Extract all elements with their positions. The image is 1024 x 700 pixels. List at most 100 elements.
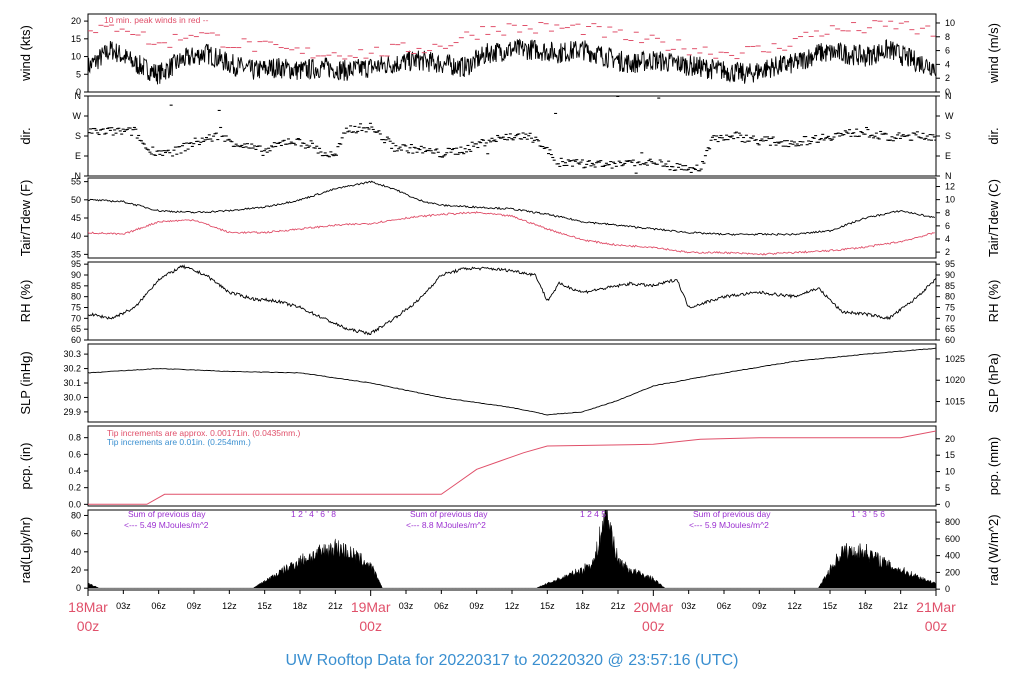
time-axis: 03z 06z 09z 12z 15z 18z 21z 03z 06z 09z 12z 15z 18z 2… [68, 590, 956, 634]
y-tick-label-left: 20 [71, 16, 81, 26]
panel-frame [87, 261, 937, 341]
rad-day-digits: 1 ' 3 ' 5 6 [851, 509, 885, 519]
rad-sum-line2: <--- 5.9 MJoules/m^2 [689, 520, 769, 530]
y-axis-label-right: dir. [986, 127, 1001, 144]
y-axis-label-right: Tair/Tdew (C) [986, 179, 1001, 257]
y-tick-label-left: 0.2 [68, 483, 81, 493]
pcp-tip-note-2: Tip increments are 0.01in. (0.254mm.) [107, 437, 251, 447]
x-tick-label: 15z [823, 601, 838, 611]
y-tick-label-right: W [945, 111, 954, 121]
y-tick-label-left: 0.6 [68, 449, 81, 459]
x-date-label-hour: 00z [359, 618, 382, 634]
y-tick-label-right: 10 [945, 195, 955, 205]
x-tick-label: 12z [787, 601, 802, 611]
plot-area-wind [88, 20, 936, 85]
y-tick-label-left: 0 [76, 87, 81, 97]
x-tick-label: 03z [116, 601, 131, 611]
x-tick-label: 06z [717, 601, 732, 611]
y-tick-label-right: 4 [945, 59, 950, 69]
panel-temp: 35 40 45 50 55 2 4 6 8 10 12 Tair/Tdew (F) Tair/Tdew… [18, 177, 1001, 260]
rad-day-digits: 1 2 4 5 [580, 509, 606, 519]
x-tick-label: 15z [540, 601, 555, 611]
panel-frame [87, 95, 937, 177]
y-axis-label-right: wind (m/s) [986, 23, 1001, 84]
y-tick-label-left: 30.1 [63, 378, 81, 388]
y-tick-label-left: 65 [71, 324, 81, 334]
x-date-label-day: 21Mar [916, 599, 956, 615]
y-tick-label-left: 5 [76, 69, 81, 79]
y-tick-label-right: 85 [945, 281, 955, 291]
chart-footer-title: UW Rooftop Data for 20220317 to 20220320… [286, 652, 739, 669]
panel-frame [87, 425, 937, 507]
y-tick-label-left: E [75, 151, 81, 161]
y-tick-label-left: N [75, 171, 82, 181]
x-tick-label: 18z [858, 601, 873, 611]
y-tick-label-right: 70 [945, 313, 955, 323]
y-tick-label-right: 75 [945, 303, 955, 313]
y-tick-label-right: 65 [945, 324, 955, 334]
y-tick-label-right: 95 [945, 259, 955, 269]
y-tick-label-left: 70 [71, 313, 81, 323]
y-tick-label-right: 400 [945, 551, 960, 561]
y-tick-label-right: 2 [945, 247, 950, 257]
y-tick-label-right: 1025 [945, 354, 965, 364]
y-tick-label-right: N [945, 171, 952, 181]
y-tick-label-left: 15 [71, 34, 81, 44]
rad-sum-line1: Sum of previous day [410, 509, 488, 519]
x-tick-label: 03z [399, 601, 414, 611]
y-tick-label-left: 0 [76, 583, 81, 593]
x-tick-label: 21z [611, 601, 626, 611]
x-tick-label: 18z [293, 601, 308, 611]
y-tick-label-left: 40 [71, 231, 81, 241]
y-tick-label-left: 85 [71, 281, 81, 291]
pcp-line [88, 430, 936, 505]
pcp-tip-note-1: Tip increments are approx. 0.00171in. (0… [107, 428, 301, 438]
y-tick-label-right: E [945, 151, 951, 161]
x-date-label-day: 20Mar [633, 599, 673, 615]
y-tick-label-left: 30.2 [63, 364, 81, 374]
y-tick-label-right: 8 [945, 32, 950, 42]
y-axis-label-left: rad(Lgly/hr) [18, 517, 33, 583]
y-axis-label-left: RH (%) [18, 280, 33, 323]
y-tick-label-left: 0.0 [68, 499, 81, 509]
panel-frame [87, 509, 937, 591]
y-tick-label-left: 35 [71, 249, 81, 259]
y-tick-label-right: 800 [945, 517, 960, 527]
y-tick-label-left: 95 [71, 259, 81, 269]
x-tick-label: 03z [681, 601, 696, 611]
x-tick-label: 15z [257, 601, 272, 611]
y-tick-label-left: S [75, 131, 81, 141]
y-tick-label-right: 6 [945, 221, 950, 231]
wind-speed-line [88, 38, 936, 85]
plot-area-pcp [88, 430, 936, 505]
x-tick-label: 09z [187, 601, 202, 611]
x-date-label-hour: 00z [642, 618, 665, 634]
y-tick-label-right: 200 [945, 567, 960, 577]
y-axis-label-left: dir. [18, 127, 33, 144]
y-tick-label-right: 10 [945, 467, 955, 477]
y-tick-label-right: 0 [945, 499, 950, 509]
rad-sum-line1: Sum of previous day [128, 509, 206, 519]
y-tick-label-left: 30.3 [63, 349, 81, 359]
y-tick-label-left: 0.4 [68, 466, 81, 476]
y-tick-label-right: 10 [945, 18, 955, 28]
y-tick-label-left: 60 [71, 335, 81, 345]
slp-line [88, 347, 936, 416]
y-tick-label-right: 2 [945, 73, 950, 83]
plot-area-dir [88, 96, 936, 174]
y-axis-label-left: wind (kts) [18, 25, 33, 82]
y-tick-label-right: 1015 [945, 397, 965, 407]
rad-day-digits: 1 2 ' 4 ' 6 ' 8 [291, 509, 336, 519]
x-tick-label: 12z [222, 601, 237, 611]
y-tick-label-right: 90 [945, 270, 955, 280]
y-tick-label-right: 0 [945, 87, 950, 97]
y-tick-label-left: 50 [71, 195, 81, 205]
y-tick-label-left: 60 [71, 529, 81, 539]
y-tick-label-right: S [945, 131, 951, 141]
rh-line [88, 264, 936, 336]
panel-frame [87, 13, 937, 93]
panel-frame [87, 343, 937, 423]
